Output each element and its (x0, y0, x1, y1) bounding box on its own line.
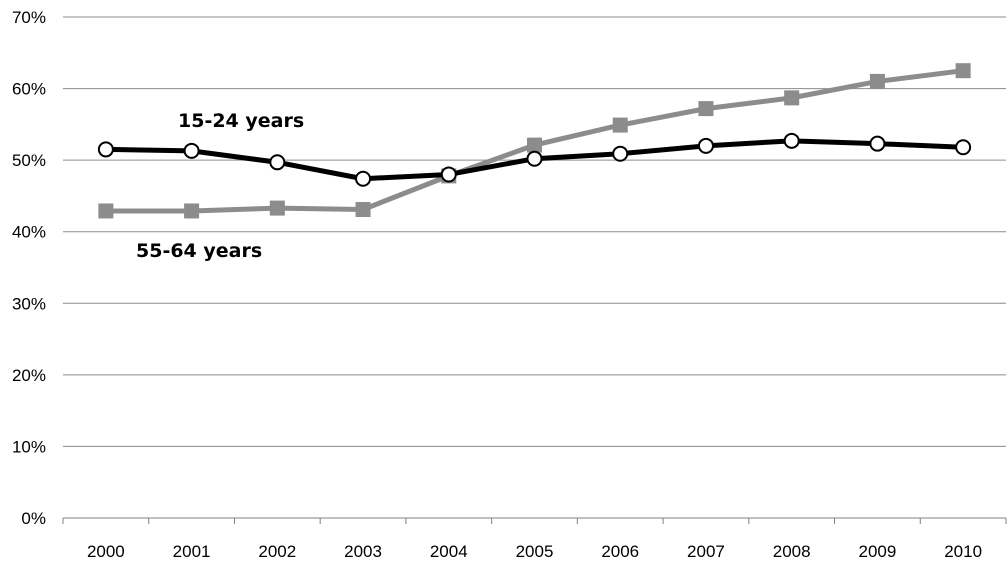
data-point (612, 117, 628, 133)
series-group (97, 63, 972, 219)
data-point (269, 200, 285, 216)
x-tick-label: 2010 (944, 542, 982, 561)
data-point (697, 137, 714, 154)
y-tick-label: 30% (12, 294, 46, 313)
data-point (783, 132, 800, 149)
y-axis-tick-labels: 0% 10% 20% 30% 40% 50% 60% 70% (12, 8, 46, 528)
x-tick-label: 2008 (773, 542, 811, 561)
x-tick-label: 2009 (858, 542, 896, 561)
x-tick-label: 2003 (344, 542, 382, 561)
x-tick-label: 2007 (687, 542, 725, 561)
y-tick-label: 70% (12, 8, 46, 27)
data-point (97, 141, 114, 158)
data-point (183, 142, 200, 159)
data-point (440, 166, 457, 183)
data-point (526, 150, 543, 167)
data-point (269, 154, 286, 171)
data-point (784, 90, 800, 106)
series-15-24-years (97, 132, 972, 187)
x-axis-ticks: 2000 2001 2002 2003 2004 2005 2006 2007 2008 2009… (62, 518, 1007, 561)
data-point (698, 101, 714, 117)
x-tick-label: 2005 (516, 542, 554, 561)
y-tick-label: 20% (12, 366, 46, 385)
y-tick-label: 0% (21, 509, 46, 528)
y-tick-label: 40% (12, 223, 46, 242)
data-point (955, 63, 971, 79)
data-point (527, 137, 542, 153)
data-point (98, 203, 114, 219)
x-tick-label: 2002 (258, 542, 296, 561)
data-point (355, 170, 372, 187)
y-tick-label: 10% (12, 437, 46, 456)
x-tick-label: 2006 (601, 542, 639, 561)
data-point (869, 73, 885, 89)
x-tick-label: 2001 (173, 542, 211, 561)
x-tick-label: 2004 (430, 542, 468, 561)
data-point (869, 135, 886, 152)
data-point (355, 202, 371, 218)
y-tick-label: 60% (12, 80, 46, 99)
series-labels: 15-24 years 55-64 years (136, 110, 304, 262)
data-point (612, 145, 629, 162)
x-tick-label: 2000 (87, 542, 125, 561)
series-label-55-64-years: 55-64 years (136, 240, 262, 262)
data-point (955, 139, 972, 156)
series-label-15-24-years: 15-24 years (178, 110, 304, 132)
y-tick-label: 50% (12, 151, 46, 170)
data-point (184, 203, 200, 219)
